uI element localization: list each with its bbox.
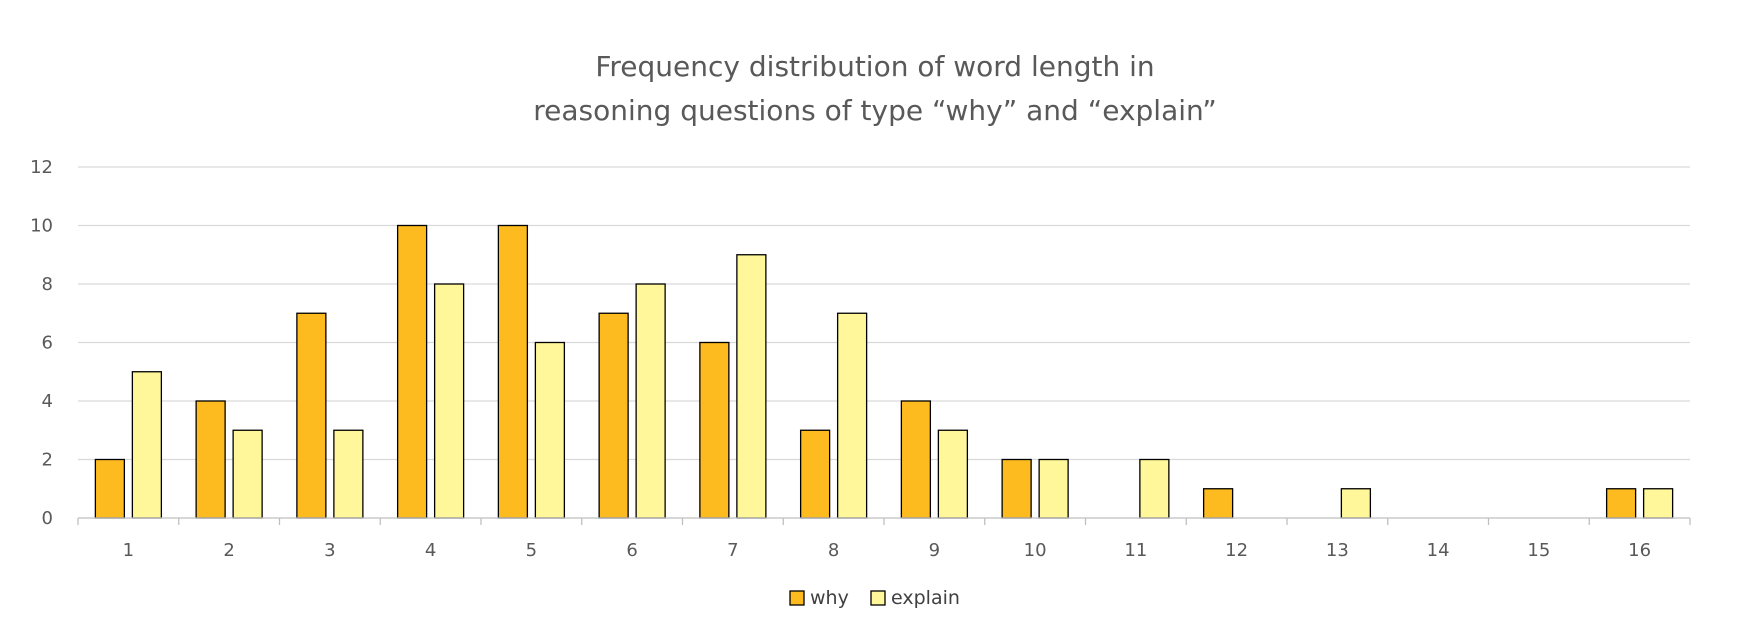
chart-title-line-1: Frequency distribution of word length in <box>595 50 1154 83</box>
y-tick-label: 12 <box>30 157 53 178</box>
y-tick-label: 8 <box>42 274 53 295</box>
x-tick-label: 13 <box>1326 540 1349 561</box>
x-tick-label: 5 <box>526 540 537 561</box>
bar-why-2 <box>195 400 226 519</box>
bar-why-6 <box>598 312 629 519</box>
y-tick-label: 4 <box>42 391 53 412</box>
x-tick-label: 15 <box>1527 540 1550 561</box>
x-tick-label: 8 <box>828 540 839 561</box>
x-tick-label: 10 <box>1024 540 1047 561</box>
legend-item-explain: explain <box>870 587 960 609</box>
bar-why-8 <box>799 429 831 519</box>
bar-why-1 <box>94 458 126 519</box>
legend-swatch-explain <box>870 590 886 606</box>
legend-label-why: why <box>810 587 849 609</box>
bar-why-7 <box>699 341 730 519</box>
bar-why-5 <box>497 224 529 519</box>
bar-why-4 <box>396 224 428 519</box>
bar-explain-1 <box>131 371 163 519</box>
bar-explain-16 <box>1642 488 1674 519</box>
bar-explain-7 <box>736 254 767 519</box>
bar-explain-9 <box>937 429 969 519</box>
x-axis-tick-labels: 1 2 3 4 5 6 7 8 9 10 11 12 13 14 15 16 <box>123 540 1651 561</box>
x-tick-label: 1 <box>123 540 134 561</box>
x-tick-label: 9 <box>929 540 940 561</box>
bar-explain-13 <box>1340 488 1372 519</box>
legend: why explain <box>789 587 960 609</box>
bar-explain-10 <box>1038 458 1069 519</box>
x-tick-label: 11 <box>1124 540 1147 561</box>
y-tick-label: 6 <box>42 333 53 354</box>
bars <box>94 224 1674 519</box>
x-tick-label: 6 <box>626 540 637 561</box>
y-tick-label: 0 <box>42 508 53 529</box>
legend-item-why: why <box>789 587 849 609</box>
legend-swatch-why <box>789 590 805 606</box>
bar-explain-4 <box>433 283 465 519</box>
bar-explain-5 <box>534 341 566 519</box>
gridlines <box>78 166 1690 461</box>
bar-explain-8 <box>836 312 868 519</box>
x-tick-label: 4 <box>425 540 436 561</box>
chart-title-line-2: reasoning questions of type “why” and “e… <box>533 94 1216 127</box>
bar-why-9 <box>900 400 932 519</box>
x-axis <box>77 517 1691 525</box>
y-axis-tick-labels: 0 2 4 6 8 10 12 <box>30 157 53 529</box>
chart-title: Frequency distribution of word length in… <box>533 50 1216 127</box>
legend-label-explain: explain <box>891 587 960 609</box>
bar-explain-11 <box>1139 458 1170 519</box>
x-tick-label: 16 <box>1628 540 1651 561</box>
bar-explain-6 <box>635 283 666 519</box>
y-tick-label: 10 <box>30 216 53 237</box>
x-tick-label: 7 <box>727 540 738 561</box>
x-tick-label: 3 <box>324 540 335 561</box>
bar-why-10 <box>1001 458 1032 519</box>
bar-why-16 <box>1605 488 1637 519</box>
x-tick-label: 2 <box>223 540 234 561</box>
y-tick-label: 2 <box>42 450 53 471</box>
bar-explain-2 <box>232 429 263 519</box>
bar-explain-3 <box>333 429 364 519</box>
bar-why-3 <box>296 312 327 519</box>
x-tick-label: 14 <box>1427 540 1450 561</box>
x-tick-label: 12 <box>1225 540 1248 561</box>
bar-why-12 <box>1202 488 1234 519</box>
